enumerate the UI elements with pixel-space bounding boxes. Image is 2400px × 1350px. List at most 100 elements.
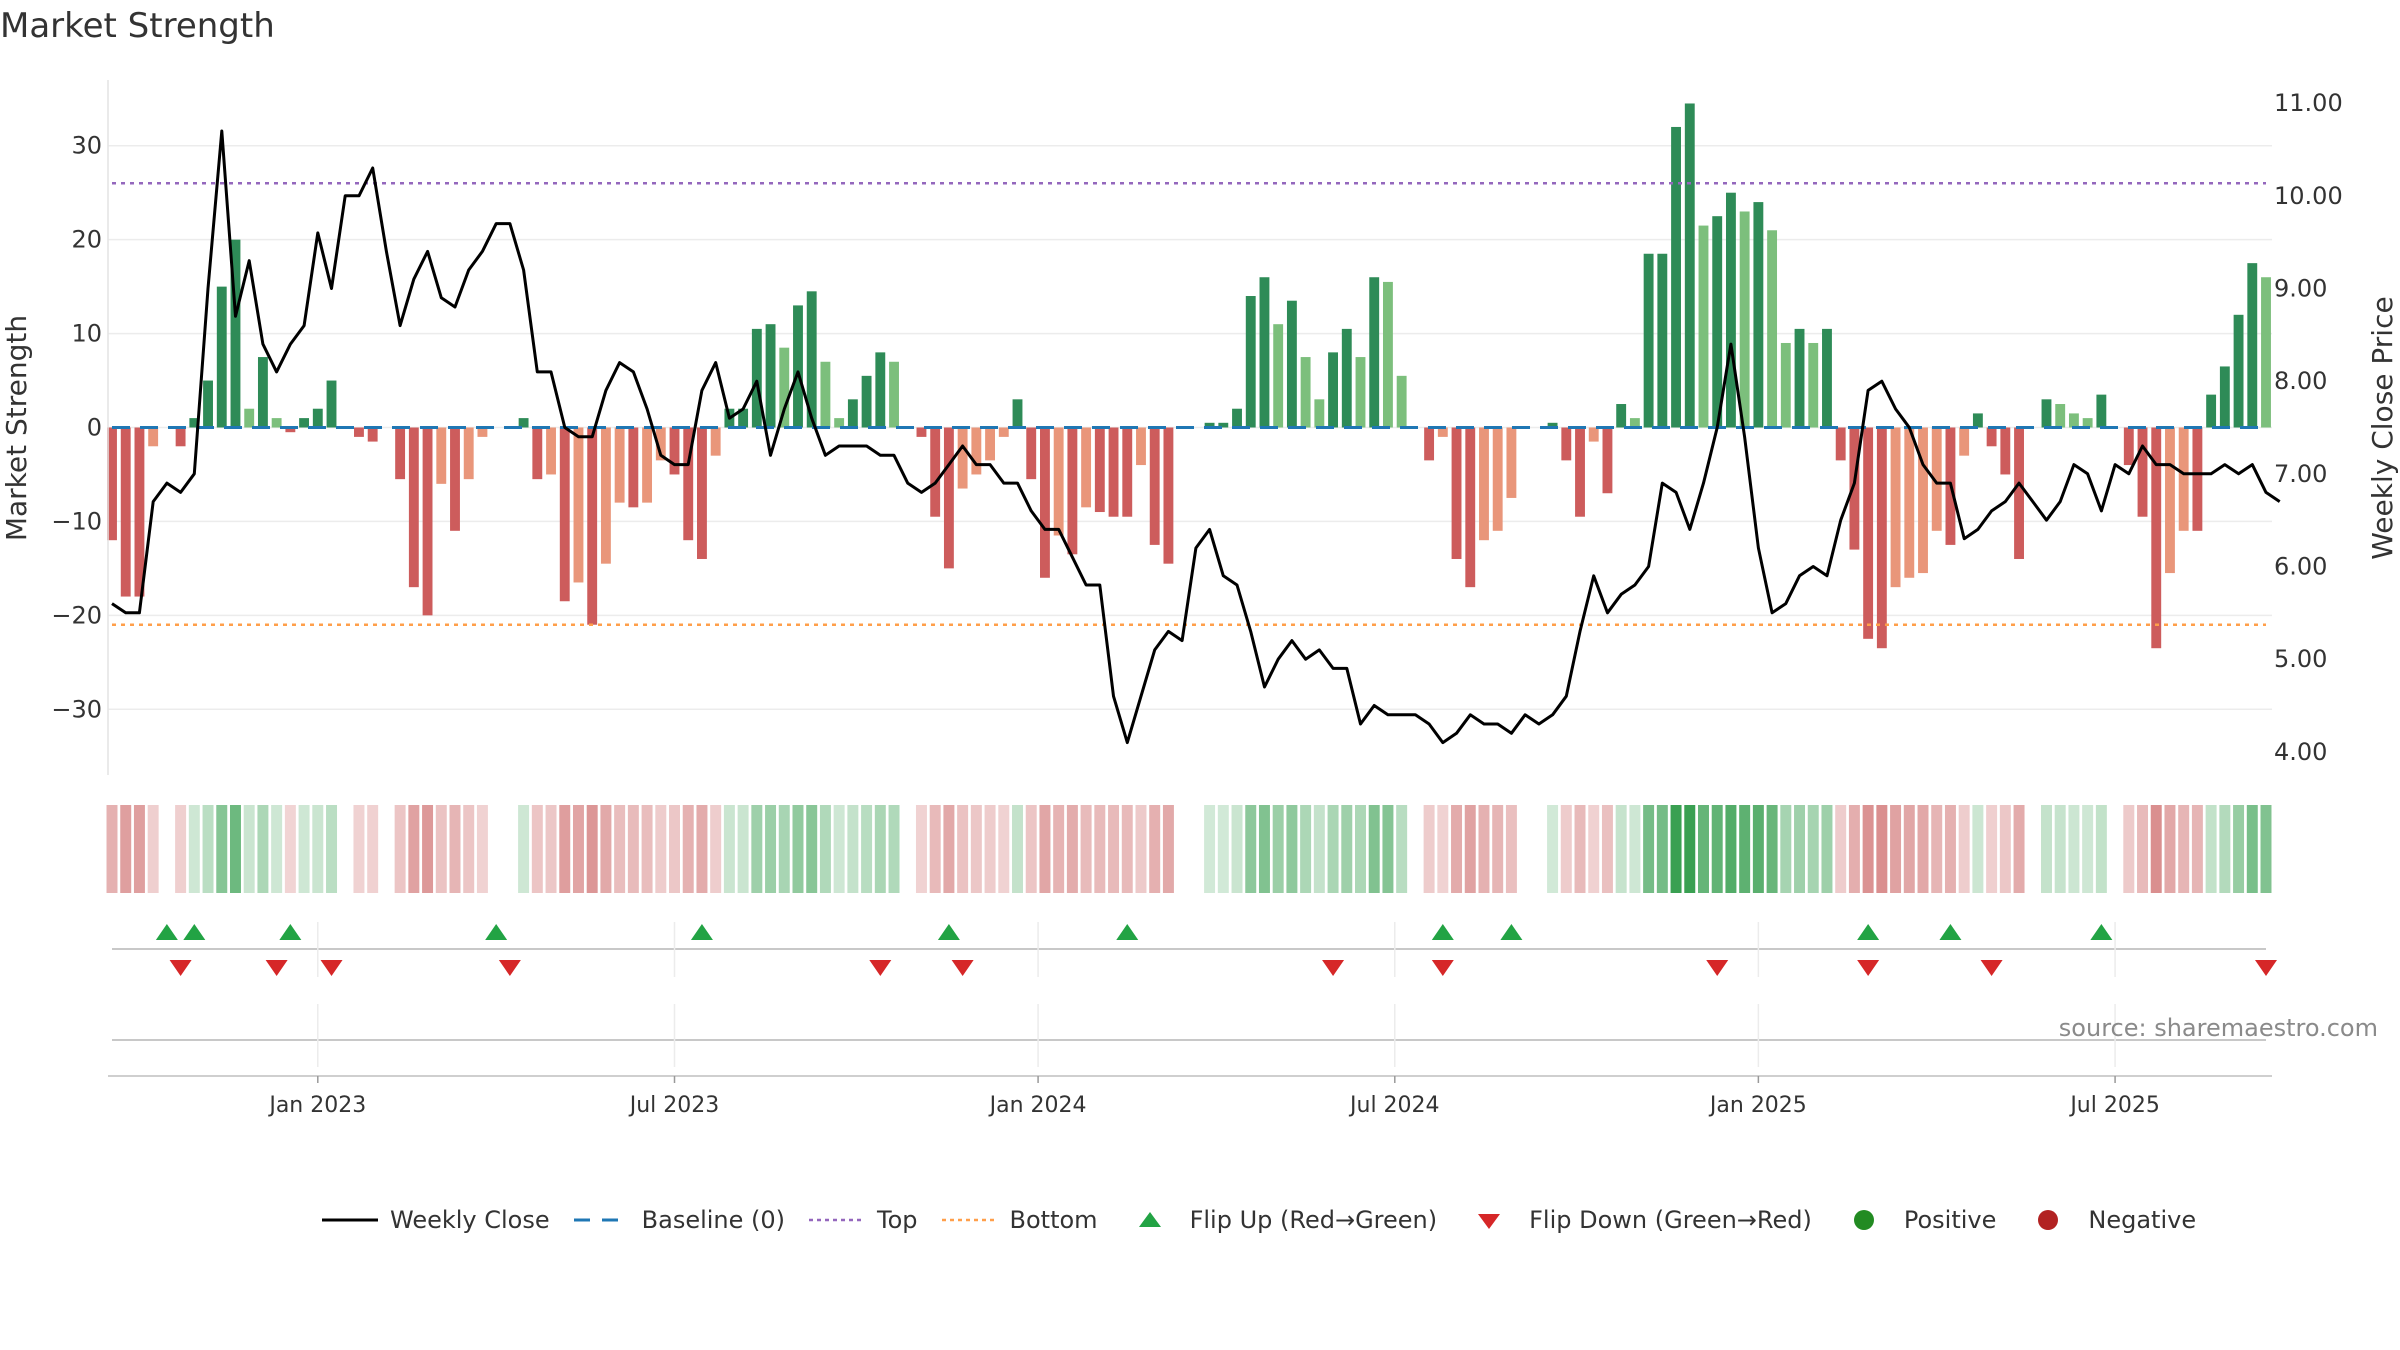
flip-markers bbox=[112, 922, 2277, 1067]
heat-cell bbox=[1835, 805, 1847, 893]
strength-bar bbox=[450, 427, 460, 531]
strength-bar bbox=[1437, 427, 1448, 437]
reference-lines bbox=[112, 182, 2266, 626]
x-tick-label: Jul 2025 bbox=[2068, 1093, 2160, 1118]
flip-up-marker bbox=[1116, 924, 1139, 940]
heat-cell bbox=[1396, 805, 1408, 893]
strength-bar bbox=[971, 427, 982, 475]
strength-bar bbox=[120, 427, 131, 597]
heat-cell bbox=[806, 805, 818, 893]
strength-bar bbox=[559, 427, 570, 602]
strength-bar bbox=[1739, 211, 1750, 428]
weekly-close-polyline bbox=[111, 129, 2281, 745]
strength-bar bbox=[175, 427, 186, 447]
heat-cell bbox=[2054, 805, 2066, 893]
legend-swatch bbox=[1834, 1208, 1894, 1232]
legend-label: Flip Up (Red→Green) bbox=[1189, 1206, 1438, 1234]
flip-down-marker bbox=[1857, 960, 1880, 976]
strength-bar bbox=[2000, 427, 2011, 475]
heat-cell bbox=[1094, 805, 1106, 893]
strength-bar bbox=[985, 427, 996, 461]
heat-cell bbox=[847, 805, 859, 893]
strength-bar bbox=[299, 418, 310, 428]
strength-bar bbox=[1108, 427, 1119, 517]
strength-bar bbox=[1451, 427, 1462, 559]
heat-cell bbox=[1711, 805, 1723, 893]
heat-cell bbox=[463, 805, 475, 893]
flip-down-marker bbox=[1980, 960, 2003, 976]
flip-down-marker bbox=[498, 960, 521, 976]
heat-cell bbox=[1821, 805, 1833, 893]
heat-cell bbox=[1670, 805, 1682, 893]
heat-cell bbox=[518, 805, 530, 893]
heat-cell bbox=[2095, 805, 2107, 893]
heat-cell bbox=[1629, 805, 1641, 893]
heat-cell bbox=[284, 805, 296, 893]
flip-up-marker bbox=[1857, 924, 1880, 940]
heat-cell bbox=[1684, 805, 1696, 893]
legend-item-flip-down: Flip Down (Green→Red) bbox=[1459, 1206, 1812, 1234]
heat-cell bbox=[216, 805, 228, 893]
heat-cell bbox=[1368, 805, 1380, 893]
heat-cell bbox=[696, 805, 708, 893]
strength-bar bbox=[1725, 192, 1736, 428]
chart-title: Market Strength bbox=[0, 6, 275, 46]
heat-cell bbox=[1917, 805, 1929, 893]
strength-bar bbox=[518, 418, 529, 428]
heat-cell bbox=[641, 805, 653, 893]
heat-cell bbox=[1807, 805, 1819, 893]
flip-up-marker bbox=[279, 924, 302, 940]
legend-item-negative: Negative bbox=[2018, 1206, 2196, 1234]
heat-cell bbox=[2123, 805, 2135, 893]
strength-bar bbox=[285, 427, 296, 433]
heat-cell bbox=[1931, 805, 1943, 893]
heat-cell bbox=[998, 805, 1010, 893]
strength-bar bbox=[134, 427, 145, 597]
strength-bar bbox=[1492, 427, 1503, 531]
strength-bar bbox=[957, 427, 968, 489]
legend-label: Weekly Close bbox=[390, 1206, 550, 1234]
strength-bar bbox=[875, 352, 886, 428]
heat-cell bbox=[243, 805, 255, 893]
heat-cell bbox=[2150, 805, 2162, 893]
strength-bar bbox=[1081, 427, 1092, 508]
strength-bar bbox=[1629, 418, 1640, 428]
y-tick-label: −30 bbox=[51, 695, 102, 723]
heat-cell bbox=[1313, 805, 1325, 893]
y2-tick-label: 4.00 bbox=[2274, 738, 2327, 766]
heat-cell bbox=[1958, 805, 1970, 893]
strength-bar bbox=[367, 427, 378, 442]
strength-bar bbox=[847, 399, 858, 428]
strength-bar bbox=[395, 427, 406, 480]
heat-cell bbox=[2260, 805, 2272, 893]
heat-cell bbox=[861, 805, 873, 893]
heat-cell bbox=[984, 805, 996, 893]
strength-bar bbox=[1286, 300, 1297, 428]
strength-bar bbox=[683, 427, 694, 541]
heat-cell bbox=[888, 805, 900, 893]
heat-cell bbox=[1780, 805, 1792, 893]
heat-cell bbox=[1848, 805, 1860, 893]
strength-bar bbox=[1918, 427, 1928, 574]
heat-cell bbox=[257, 805, 269, 893]
strength-bar bbox=[1506, 427, 1517, 498]
heat-cell bbox=[600, 805, 612, 893]
flip-down-marker bbox=[320, 960, 343, 976]
heat-cell bbox=[1547, 805, 1559, 893]
heat-cell bbox=[2246, 805, 2258, 893]
strength-bar bbox=[107, 427, 117, 541]
strength-bar bbox=[1904, 427, 1915, 578]
legend-swatch bbox=[1459, 1208, 1519, 1232]
heat-cell bbox=[943, 805, 955, 893]
heat-cell bbox=[353, 805, 365, 893]
strength-bar bbox=[2219, 366, 2230, 428]
flip-down-marker bbox=[869, 960, 892, 976]
heat-cell bbox=[627, 805, 639, 893]
heat-cell bbox=[147, 805, 159, 893]
strength-bar bbox=[1698, 225, 1709, 428]
heat-cell bbox=[326, 805, 338, 893]
strength-bar bbox=[2068, 413, 2079, 428]
heat-cell bbox=[1725, 805, 1737, 893]
y2-tick-label: 5.00 bbox=[2274, 645, 2327, 673]
heat-cell bbox=[188, 805, 200, 893]
